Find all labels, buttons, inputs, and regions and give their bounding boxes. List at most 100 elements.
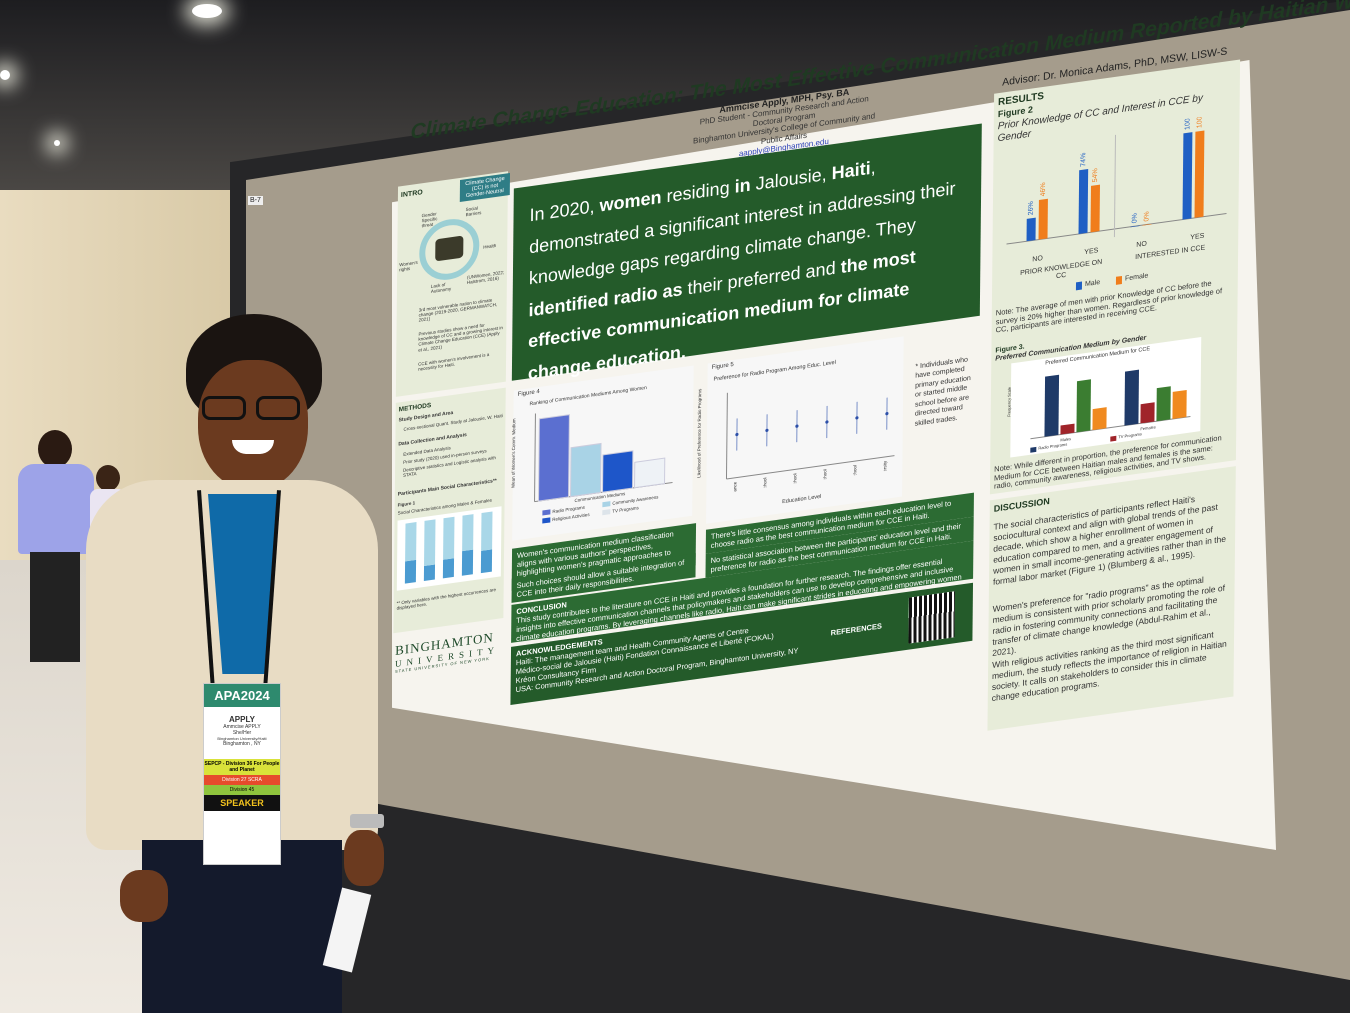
fig5-point	[765, 428, 769, 432]
fig3-xcat: Females	[1140, 424, 1156, 432]
fig5-tick-label: Middle School	[822, 469, 827, 494]
poster-content: Climate Change Education: The Most Effec…	[388, 0, 1350, 796]
headline-text: Jalousie,	[750, 163, 832, 195]
eye-icon	[435, 235, 464, 262]
discussion-panel: DISCUSSION The social characteristics of…	[987, 466, 1236, 731]
fig1-bar	[405, 522, 417, 562]
headline-box: In 2020, women residing in Jalousie, Hai…	[511, 123, 982, 383]
fig2-value-label: 100%	[1184, 113, 1191, 130]
intro-bullet: CCE with women's involvement is a necess…	[418, 351, 490, 372]
badge-city: Binghamton , NY	[223, 741, 261, 747]
fig2-value-label: 46%	[1040, 182, 1047, 197]
fig2-legend: Female	[1115, 272, 1149, 285]
methods-subheading: Data Collection and Analysis	[398, 432, 467, 448]
trousers	[142, 840, 342, 1013]
badge-fullname: Ammcise APPLY	[223, 724, 261, 730]
fig2-value-label: 0%	[1144, 211, 1151, 222]
fig3-bar	[1044, 374, 1060, 437]
fig4-ylabel: Mean of Women's Comm. Medium	[510, 418, 517, 489]
intro-badge: Climate Change (CC) is not Gender-Neutra…	[459, 173, 511, 203]
fig5-ylabel: Likelihood of Preference for Radio Progr…	[696, 388, 703, 479]
fig5-point	[795, 424, 799, 428]
fig5-axis	[726, 455, 895, 480]
fig4-legend: TV Programs	[602, 505, 639, 516]
name-badge: APA2024 APPLY Ammcise APPLY She/Her Bing…	[203, 683, 281, 865]
fig2-chart: 26% 46% 74% 54% 0% 0% 100% 100%	[1006, 113, 1227, 245]
fig5-axis	[725, 392, 728, 480]
badge-ribbon: Division 45	[204, 785, 280, 795]
fig2-bar	[1182, 132, 1193, 220]
figure-label: Figure 1	[397, 500, 416, 508]
fig4-bar	[634, 457, 666, 489]
badge-event: APA2024	[204, 684, 280, 707]
fig4-bar	[570, 442, 602, 498]
fig5-point	[825, 420, 829, 424]
fig3-bar	[1172, 389, 1187, 419]
results-panel: RESULTS Figure 2 Prior Knowledge of CC a…	[989, 59, 1241, 495]
headline-bold: Haiti	[831, 157, 871, 184]
fig2-bar	[1078, 169, 1089, 235]
university-logo: BINGHAMTON UNIVERSITY STATE UNIVERSITY O…	[395, 628, 505, 674]
fig2-cat: NO	[1136, 240, 1147, 249]
intro-cite: (UNWomen, 2022; Halstrom, 2016)	[466, 269, 505, 286]
board-tag: B-7	[248, 196, 263, 205]
cycle-label: Women's rights	[399, 259, 418, 273]
hand	[120, 870, 168, 922]
methods-panel: METHODS Study Design and Area Cross-sect…	[393, 387, 506, 634]
fig3-bar	[1140, 402, 1155, 424]
fig2-cat: NO	[1032, 254, 1043, 264]
cycle-label: Social Barriers	[465, 205, 482, 218]
fig5-tick-label: Vocational School	[762, 477, 767, 494]
fig3-panel: Preferred Communication Medium for CCE F…	[1006, 336, 1202, 458]
discussion-heading: DISCUSSION	[993, 496, 1050, 514]
fig2-bar	[1026, 217, 1036, 242]
fig2-value-label: 74%	[1080, 152, 1087, 167]
fig2-value-label: 54%	[1092, 168, 1099, 183]
figure-label: Figure 5	[711, 361, 734, 372]
fig2-group: INTERESTED IN CCE	[1135, 244, 1206, 262]
fig3-bar	[1092, 407, 1107, 431]
fig2-bar	[1130, 225, 1140, 228]
hand	[344, 830, 384, 886]
fig2-legend: Male	[1075, 279, 1101, 291]
fig2-value-label: 0%	[1132, 213, 1139, 224]
fig5-chart: No Sch. Attendance Vocational School Prima…	[725, 392, 895, 494]
intro-panel: INTRO Climate Change (CC) is not Gender-…	[395, 171, 511, 397]
fig2-bar	[1194, 130, 1205, 218]
ceiling-light	[0, 70, 10, 80]
ceiling-light	[54, 140, 60, 146]
fig5-tick-label: No Sch. Attendance	[732, 481, 737, 494]
fig4-bar	[538, 414, 570, 502]
cycle-label: Lack of Autonomy	[430, 281, 452, 295]
fig1-bar	[461, 549, 474, 576]
fig2-value-label: 100%	[1196, 113, 1203, 128]
fig3-bar	[1124, 369, 1140, 426]
fig1-bar	[404, 559, 417, 584]
fig2-note: Note: The average of men with prior Know…	[995, 278, 1223, 335]
fig2-value-label: 26%	[1028, 201, 1035, 216]
fig3-bar	[1156, 386, 1171, 422]
fig3-chart	[1030, 369, 1191, 440]
fig3-legend: TV Programs	[1110, 431, 1142, 442]
fig4-panel: Figure 4 Ranking of Communication Medium…	[510, 365, 694, 541]
fig5-tick-label: Primary School	[792, 473, 797, 494]
methods-heading: METHODS	[398, 401, 432, 414]
fig2-bar	[1142, 223, 1152, 226]
badge-pronouns: She/Her	[232, 730, 252, 736]
fig3-bar	[1076, 379, 1091, 433]
qr-code[interactable]	[908, 591, 955, 644]
badge-ribbon: Division 27 SCRA	[204, 775, 280, 785]
fig1-bar	[462, 514, 474, 552]
smile	[232, 440, 274, 454]
intro-bullet: Previous studies show a need for knowled…	[418, 322, 503, 353]
cycle-label: Gender Specific threat	[421, 211, 438, 229]
fig5-point	[885, 412, 889, 416]
badge-ribbon: SEPCP - Division 36 For People and Plane…	[204, 759, 280, 775]
fig5-note: * Individuals who have completed primary…	[914, 356, 971, 428]
fig4-chart	[534, 413, 673, 503]
fig4-axis	[534, 413, 536, 502]
fig3-ylabel: Frequency Scale	[1006, 386, 1012, 418]
headline-bold: women	[599, 186, 662, 216]
fig1-bar	[423, 564, 436, 582]
badge-org: Binghamton University/Haiti	[217, 736, 267, 741]
